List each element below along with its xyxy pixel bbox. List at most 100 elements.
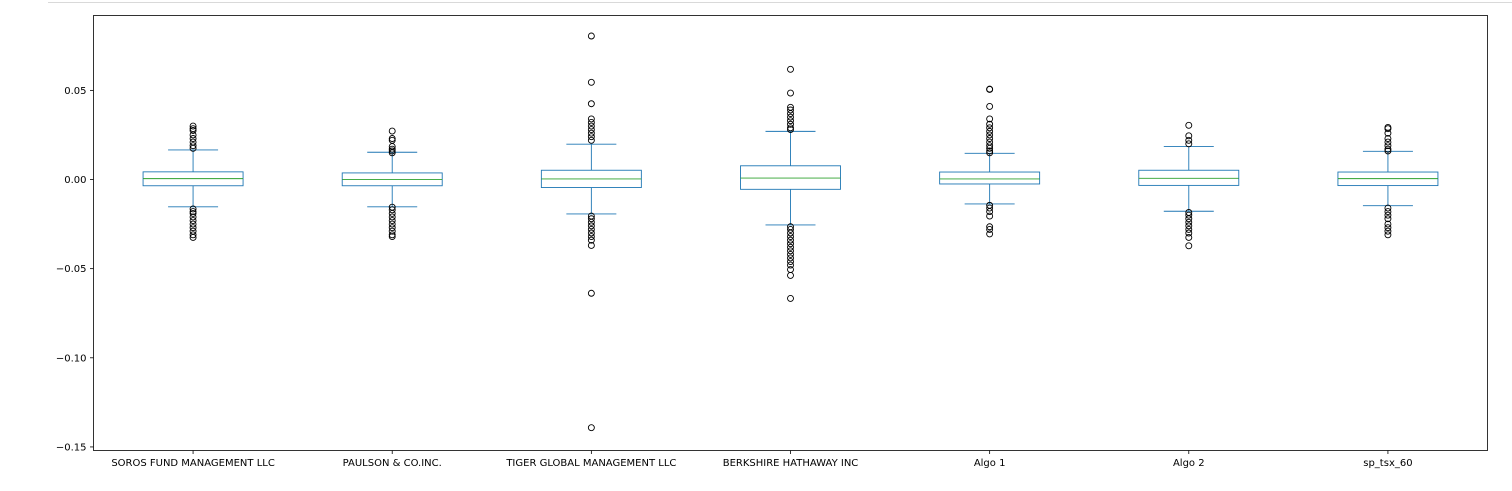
outlier-point (787, 240, 794, 248)
x-tick-label: sp_tsx_60 (1363, 458, 1412, 469)
outlier-point (787, 258, 794, 265)
y-axis: 0.05 0.00 −0.05 −0.10 −0.15 (56, 86, 94, 453)
outlier-point (189, 135, 197, 142)
outlier-point (1185, 132, 1193, 140)
outlier-point (986, 230, 994, 238)
outlier-point (1384, 135, 1392, 142)
outlier-point (388, 227, 396, 235)
outlier-point (787, 229, 794, 237)
outlier-point (1185, 218, 1193, 226)
box-3 (540, 32, 642, 432)
outlier-point (1384, 211, 1392, 219)
x-tick-label: TIGER GLOBAL MANAGEMENT LLC (505, 458, 676, 469)
outlier-point (986, 131, 994, 139)
outlier-point (189, 213, 197, 221)
outlier-point (986, 147, 994, 155)
x-tick-label: SOROS FUND MANAGEMENT LLC (111, 458, 275, 469)
outlier-point (189, 209, 197, 217)
outlier-point (1185, 140, 1193, 148)
outlier-point (787, 243, 794, 251)
outlier-point (986, 144, 994, 152)
outlier-point (1185, 136, 1193, 144)
outlier-point (1185, 211, 1193, 219)
outlier-point (787, 120, 794, 128)
outlier-point (787, 65, 794, 73)
outlier-point (189, 131, 197, 139)
outlier-point (986, 149, 994, 157)
outlier-point (189, 224, 197, 232)
outlier-point (189, 231, 197, 239)
outlier-point (587, 289, 595, 297)
outlier-point (986, 223, 994, 231)
outlier-point (986, 86, 994, 93)
outlier-point (1185, 121, 1193, 129)
outlier-point (388, 135, 396, 142)
outlier-point (1185, 225, 1193, 233)
outlier-point (787, 124, 794, 132)
outlier-point (587, 236, 595, 244)
outlier-point (787, 113, 794, 121)
boxes-group (142, 32, 1439, 432)
outlier-point (787, 294, 794, 302)
x-tick-label: Algo 2 (1173, 458, 1205, 469)
outlier-point (587, 115, 595, 123)
outlier-point (587, 78, 595, 86)
outlier-point (1185, 229, 1193, 237)
outlier-point (587, 229, 595, 237)
outlier-point (189, 208, 197, 216)
outlier-point (587, 225, 595, 233)
outlier-point (986, 142, 994, 150)
outlier-point (986, 225, 994, 233)
x-tick-label: BERKSHIRE HATHAWAY INC (723, 458, 859, 469)
outlier-point (986, 208, 994, 216)
x-tick-label: Algo 1 (974, 458, 1006, 469)
outlier-point (1185, 222, 1193, 230)
outlier-point (587, 100, 595, 108)
outlier-point (388, 206, 396, 214)
outlier-point (1384, 231, 1392, 239)
outlier-point (587, 424, 595, 432)
box-6 (1138, 121, 1240, 250)
outlier-point (986, 127, 994, 135)
outlier-point (986, 115, 994, 123)
outlier-point (1384, 227, 1392, 235)
outlier-point (189, 205, 197, 213)
outlier-point (1384, 138, 1392, 146)
x-tick-label: PAULSON & CO.INC. (343, 458, 442, 469)
outlier-point (587, 233, 595, 241)
outlier-point (1185, 234, 1193, 241)
outlier-point (1384, 220, 1392, 228)
y-tick-label: −0.15 (56, 442, 87, 453)
outlier-point (986, 102, 994, 110)
outlier-point (388, 217, 396, 224)
outlier-point (1384, 215, 1392, 223)
outlier-point (986, 135, 994, 142)
outlier-point (388, 231, 396, 239)
y-tick-label: −0.10 (56, 353, 87, 364)
outlier-point (787, 236, 794, 244)
outlier-point (587, 133, 595, 141)
outlier-point (986, 120, 994, 128)
outlier-point (189, 122, 197, 130)
y-tick-label: 0.00 (64, 175, 86, 186)
outlier-point (1185, 215, 1193, 223)
outlier-point (388, 145, 396, 153)
box-7 (1337, 124, 1439, 239)
box-1 (142, 122, 244, 241)
outlier-point (787, 89, 794, 97)
outlier-point (1384, 125, 1392, 133)
outlier-point (1185, 242, 1193, 250)
outlier-point (1384, 147, 1392, 155)
outlier-point (388, 147, 396, 155)
outlier-point (787, 233, 794, 241)
iqr-box (740, 165, 841, 190)
outlier-point (189, 234, 197, 241)
outlier-point (587, 215, 595, 223)
outlier-point (388, 209, 396, 217)
outlier-point (1384, 224, 1392, 232)
outlier-point (787, 271, 794, 279)
outlier-point (189, 220, 197, 228)
outlier-point (787, 250, 794, 258)
outlier-point (587, 32, 595, 40)
outlier-point (787, 110, 794, 118)
